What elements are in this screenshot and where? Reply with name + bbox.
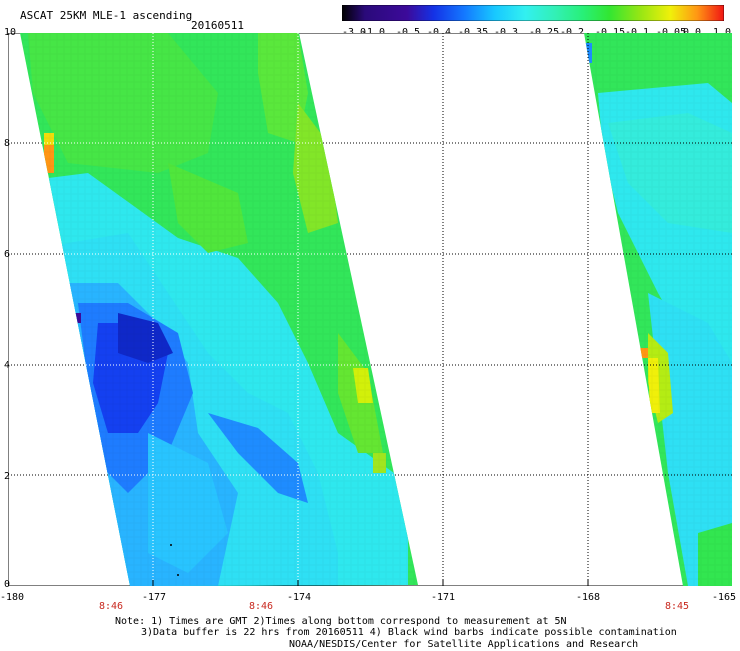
lat-tick-label: 8	[4, 138, 11, 149]
lat-tick-label: 0	[4, 579, 11, 590]
footnote-credit: NOAA/NESDIS/Center for Satellite Applica…	[289, 639, 639, 650]
lat-tick-label: 6	[4, 249, 11, 260]
swath-map	[8, 33, 732, 586]
lat-tick-label: 4	[4, 360, 11, 371]
lon-tick-label: -165	[712, 592, 737, 603]
lat-tick-label: 2	[4, 471, 11, 482]
footnote-line-2: 3)Data buffer is 22 hrs from 20160511 4)…	[141, 627, 677, 638]
pass-time-label: 8:45	[665, 601, 690, 612]
map-title: ASCAT 25KM MLE-1 ascending	[20, 9, 193, 22]
lon-tick-label: -168	[576, 592, 601, 603]
map-date: 20160511	[191, 19, 244, 32]
colorbar	[342, 5, 724, 21]
lon-tick-label: -174	[287, 592, 312, 603]
pass-time-label: 8:46	[249, 601, 274, 612]
lon-tick-label: -171	[431, 592, 456, 603]
pass-time-label: 8:46	[99, 601, 124, 612]
lat-tick-label: 10	[4, 27, 17, 38]
footnote-line-1: Note: 1) Times are GMT 2)Times along bot…	[115, 616, 567, 627]
lon-tick-label: -177	[142, 592, 167, 603]
lon-tick-label: -180	[0, 592, 25, 603]
